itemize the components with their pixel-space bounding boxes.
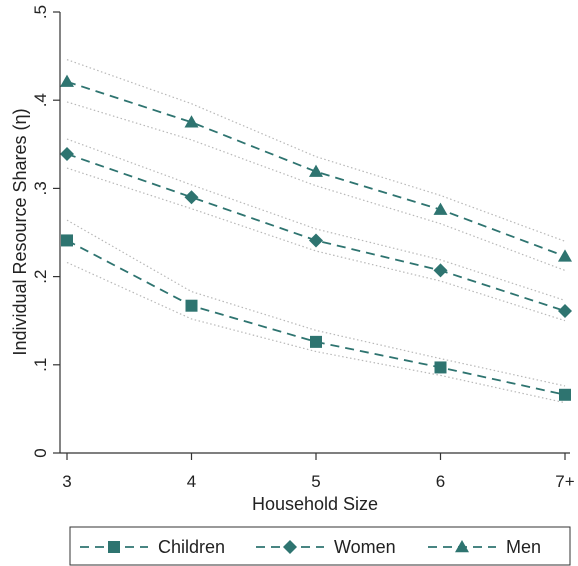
women-ci-upper-line — [66, 138, 566, 301]
women-point-7+ — [558, 303, 572, 318]
confidence-bands — [66, 59, 566, 404]
y-axis-title: Individual Resource Shares (η) — [10, 108, 30, 355]
women-point-5 — [309, 233, 323, 248]
legend-men-marker — [455, 540, 469, 553]
men-point-7+ — [558, 249, 572, 262]
men-point-5 — [309, 164, 323, 177]
men-ci-upper-line — [66, 59, 566, 242]
children-point-3 — [61, 234, 73, 247]
legend-items: Children Women Men — [80, 537, 541, 557]
legend-women-label: Women — [334, 537, 396, 557]
women-point-4 — [184, 190, 199, 205]
x-tick-label: 5 — [311, 472, 320, 491]
x-tick-label: 6 — [436, 472, 445, 491]
legend-children-marker — [108, 541, 120, 553]
legend-women-marker — [283, 540, 297, 554]
men-series-line — [66, 80, 566, 258]
series-markers — [60, 74, 572, 401]
x-tick-label: 4 — [187, 472, 196, 491]
y-tick-label: .5 — [31, 5, 50, 19]
children-point-4 — [185, 299, 198, 312]
y-tick-label: .4 — [31, 93, 50, 107]
axes — [59, 12, 570, 454]
men-point-3 — [60, 74, 74, 87]
children-point-7+ — [559, 388, 571, 401]
x-axis-title: Household Size — [252, 494, 378, 514]
legend-children-label: Children — [158, 537, 225, 557]
legend-box — [69, 526, 571, 566]
y-tick-label: .1 — [31, 358, 50, 372]
men-point-4 — [184, 115, 199, 128]
legend-item-children: Children — [80, 537, 225, 557]
legend-men-label: Men — [506, 537, 541, 557]
women-point-3 — [60, 147, 74, 162]
x-tick-label: 7+ — [555, 472, 574, 491]
children-point-5 — [310, 335, 322, 348]
children-ci-upper-line — [66, 219, 566, 387]
women-point-6 — [433, 263, 448, 278]
y-tick-label: 0 — [31, 448, 50, 457]
legend: Children Women Men — [69, 526, 571, 566]
y-tick-label: .3 — [31, 181, 50, 195]
x-ticks: 3 4 5 6 7+ — [62, 453, 575, 491]
legend-item-men: Men — [428, 537, 541, 557]
men-ci-lower-line — [66, 101, 566, 271]
y-tick-label: .2 — [31, 270, 50, 284]
legend-item-women: Women — [256, 537, 396, 557]
children-ci-lower-line — [66, 261, 566, 404]
y-ticks: 0 .1 .2 .3 .4 .5 — [31, 5, 60, 458]
children-point-6 — [434, 361, 447, 374]
x-tick-label: 3 — [62, 472, 71, 491]
men-point-6 — [433, 202, 448, 215]
